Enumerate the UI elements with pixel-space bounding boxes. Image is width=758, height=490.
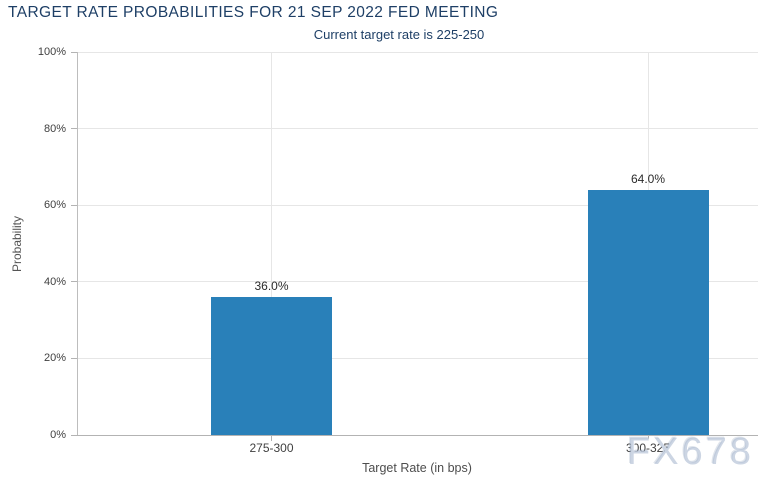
bar[interactable]: [211, 297, 332, 435]
y-tick-label: 80%: [43, 122, 66, 135]
x-axis-title: Target Rate (in bps): [362, 461, 472, 475]
y-tick-mark: [71, 357, 77, 359]
y-tick-label: 0%: [50, 429, 66, 441]
y-tick-mark: [71, 128, 77, 130]
chart-title: TARGET RATE PROBABILITIES FOR 21 SEP 202…: [8, 4, 499, 21]
y-axis-line: [77, 52, 78, 435]
x-tick-mark: [271, 436, 272, 441]
x-axis-line: [77, 435, 758, 436]
y-tick-mark: [71, 204, 77, 206]
y-tick-label: 40%: [43, 275, 66, 288]
y-gridline: [77, 357, 758, 359]
x-gridline: [271, 52, 272, 435]
y-tick-label: 100%: [37, 46, 66, 58]
y-tick-mark: [71, 51, 77, 53]
x-tick-mark: [647, 436, 649, 441]
chart-subtitle: Current target rate is 225-250: [313, 27, 485, 42]
x-tick-label: 300-325: [625, 441, 671, 455]
y-tick-label: 60%: [43, 199, 66, 212]
bar-value-label: 64.0%: [630, 171, 666, 186]
y-gridline: [77, 281, 758, 283]
x-tick-label: 275-300: [249, 441, 294, 455]
y-gridline: [77, 204, 758, 206]
y-tick-label: 20%: [43, 352, 66, 365]
y-tick-mark: [71, 281, 77, 283]
y-axis-title: Probability: [10, 215, 24, 273]
watermark-fx678: FX678: [627, 431, 754, 473]
y-gridline: [77, 51, 758, 53]
bar-value-label: 36.0%: [254, 279, 289, 294]
bar[interactable]: [587, 189, 709, 435]
y-gridline: [77, 128, 758, 130]
y-tick-mark: [71, 434, 77, 436]
